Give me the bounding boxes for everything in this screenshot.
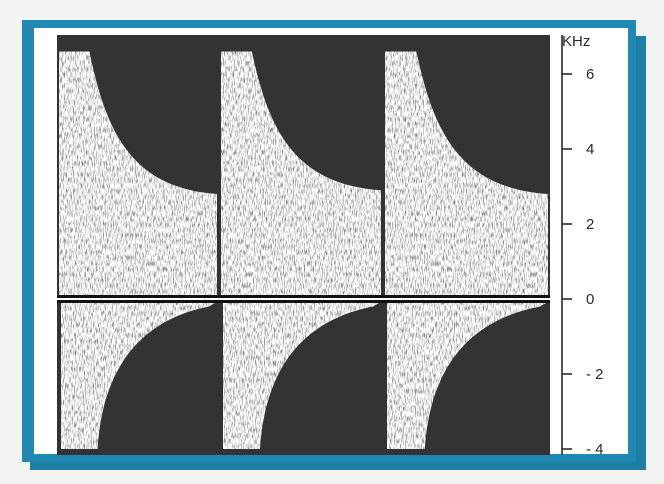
y-tick-label: 4 xyxy=(586,141,594,158)
forward-speckle-3 xyxy=(385,51,548,297)
reverse-speckle-2 xyxy=(223,303,379,449)
baseline-line xyxy=(57,298,550,300)
y-tick-label: 0 xyxy=(586,291,594,308)
forward-speckle-2 xyxy=(221,51,381,297)
forward-speckle-1 xyxy=(59,51,217,297)
cycle-separator-1 xyxy=(216,303,219,455)
y-axis-unit-label: KHz xyxy=(562,33,590,50)
y-tick-label: - 2 xyxy=(586,366,604,383)
y-axis: 6 4 2 0 - 2 - 4 xyxy=(562,66,604,458)
y-tick-label: 6 xyxy=(586,66,594,83)
y-tick-label: - 4 xyxy=(586,441,604,458)
cycle-separator-2 xyxy=(380,303,383,455)
spectral-speckle xyxy=(59,51,548,449)
y-tick-label: 2 xyxy=(586,216,594,233)
reverse-speckle-3 xyxy=(387,303,546,449)
cycle-separator-3 xyxy=(547,303,550,455)
reverse-speckle-1 xyxy=(61,303,215,449)
baseline xyxy=(57,295,550,303)
